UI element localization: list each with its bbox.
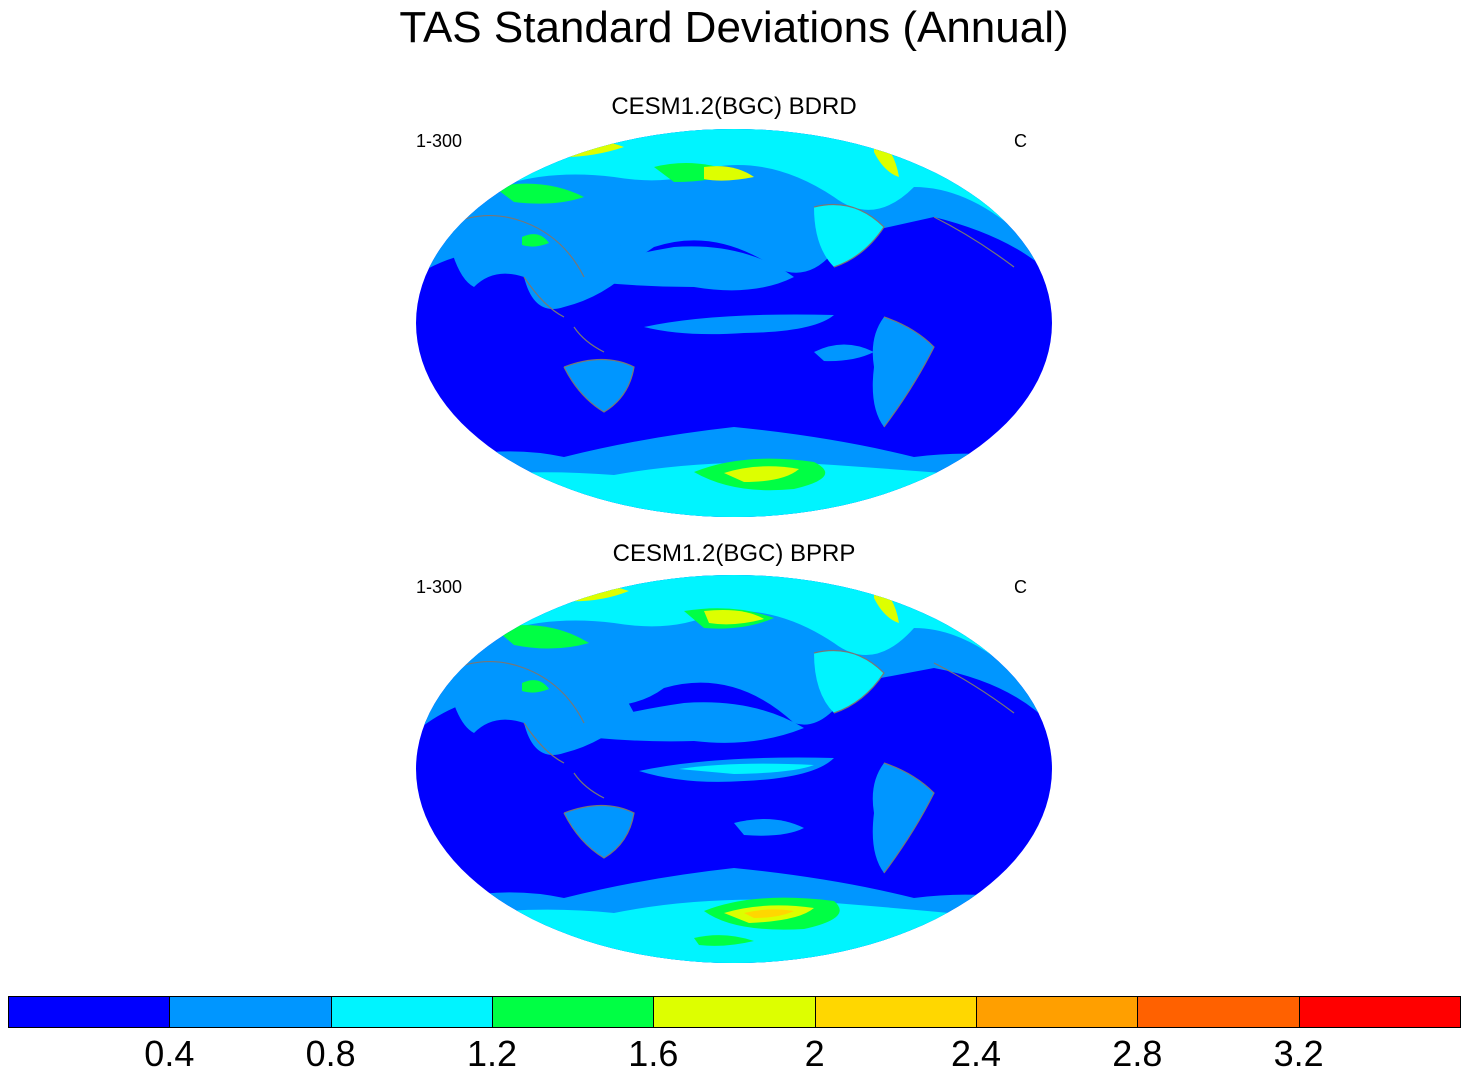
colorbar <box>8 996 1461 1030</box>
colorbar-tick-label: 1.2 <box>466 1033 518 1074</box>
colorbar-segment <box>169 996 332 1028</box>
colorbar-segment <box>814 996 977 1028</box>
north-america-land <box>814 650 884 713</box>
world-map-bprp <box>416 575 1052 963</box>
siberia-high <box>494 183 584 204</box>
north-america-land <box>814 204 884 267</box>
colorbar-tick-label: 2 <box>804 1033 825 1074</box>
years-label: 1-300 <box>416 131 463 151</box>
colorbar-tick-label: 2.8 <box>1112 1033 1163 1074</box>
north-pacific-tongue <box>554 702 804 743</box>
figure-title: TAS Standard Deviations (Annual) <box>399 3 1069 52</box>
north-pacific-tongue <box>554 246 794 291</box>
years-label: 1-300 <box>416 577 463 597</box>
colorbar-segment <box>653 996 816 1028</box>
australia-land <box>564 359 634 412</box>
panel-title: CESM1.2(BGC) BPRP <box>612 540 856 567</box>
world-map-bdrd <box>416 129 1052 517</box>
colorbar-labels: 0.4 0.8 1.2 1.6 2 2.4 2.8 3.2 <box>0 1033 1468 1075</box>
coastlines <box>443 649 1015 874</box>
panel-title: CESM1.2(BGC) BDRD <box>611 93 857 120</box>
south-america-land <box>872 763 934 873</box>
colorbar-tick-label: 3.2 <box>1273 1033 1324 1074</box>
arctic-peak-1 <box>704 166 754 181</box>
antarctic-max <box>744 909 794 918</box>
units-label: C <box>1014 577 1027 597</box>
coastlines <box>443 203 1015 428</box>
east-pacific-patch <box>814 344 874 362</box>
colorbar-segment <box>492 996 655 1028</box>
colorbar-segment <box>8 996 171 1028</box>
south-america-land <box>872 317 934 427</box>
tibet-high <box>522 234 549 247</box>
colorbar-segment <box>976 996 1139 1028</box>
colorbar-segment <box>1298 996 1461 1028</box>
nh-highlat-band <box>416 129 1052 247</box>
siberia-high <box>494 625 589 649</box>
south-pacific-patch <box>734 819 804 836</box>
nh-highlat-band <box>416 575 1052 693</box>
australia-land <box>564 805 634 858</box>
colorbar-tick-label: 0.4 <box>144 1033 195 1074</box>
units-label: C <box>1014 131 1027 151</box>
antarctic-high-2 <box>694 935 754 946</box>
colorbar-segment <box>1137 996 1300 1028</box>
equatorial-pacific-core <box>679 763 814 774</box>
colorbar-segment <box>330 996 493 1028</box>
colorbar-tick-label: 2.4 <box>950 1033 1002 1074</box>
colorbar-tick-label: 0.8 <box>305 1033 356 1074</box>
antarctic-peak <box>724 466 799 482</box>
arctic-peak-1 <box>704 610 764 625</box>
colorbar-tick-label: 1.6 <box>628 1033 679 1074</box>
equatorial-pacific-tongue <box>644 314 834 335</box>
tibet-high <box>522 680 549 693</box>
asia-land-region <box>444 203 634 309</box>
